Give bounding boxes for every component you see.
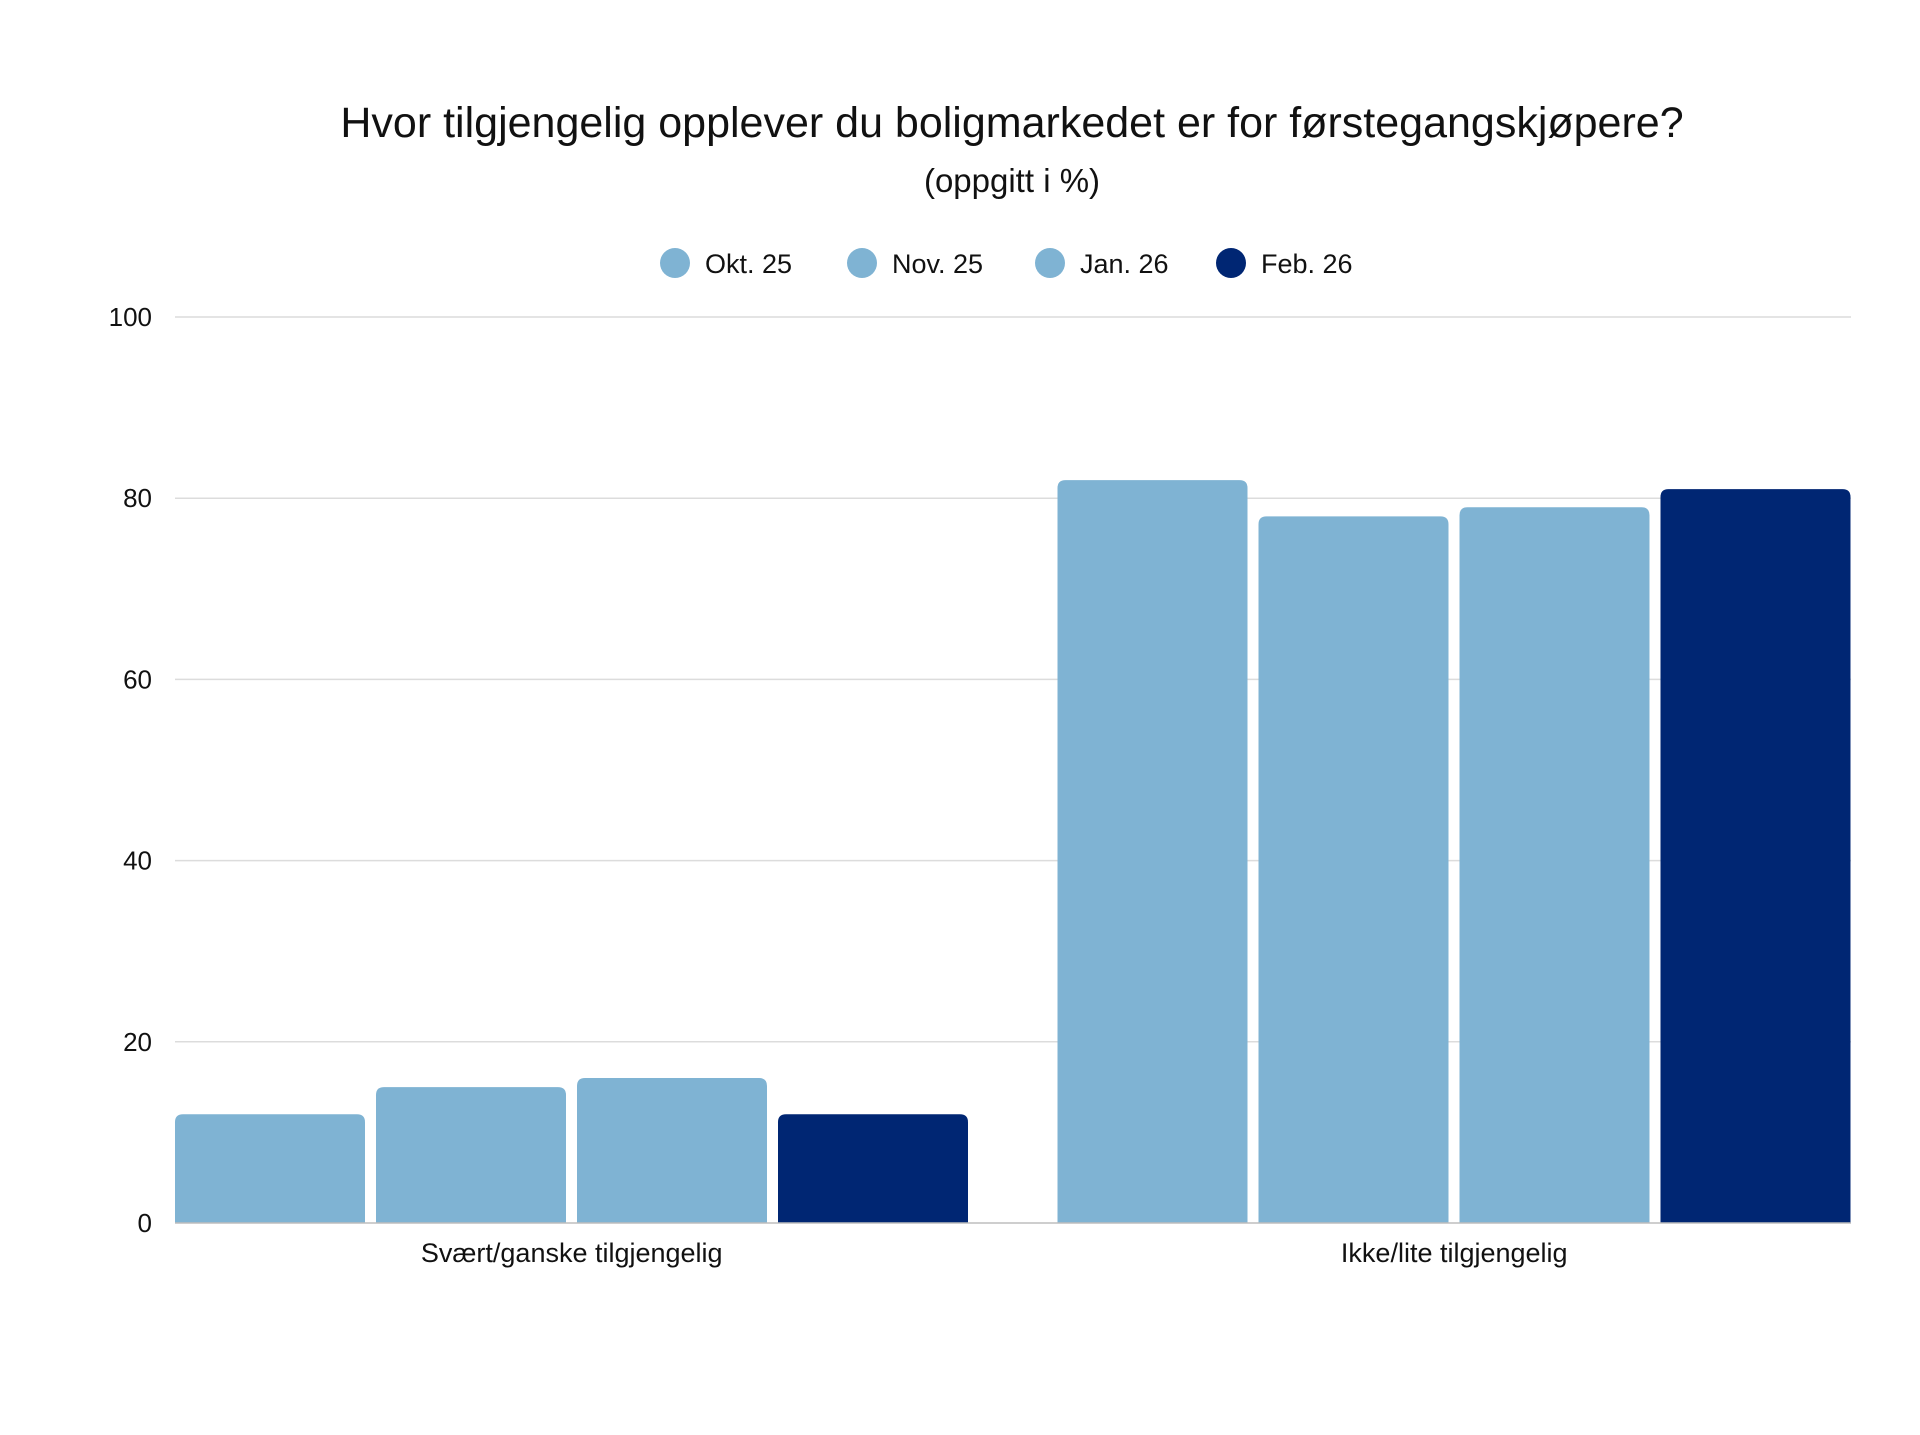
bar-okt-25-2: [1057, 480, 1248, 1224]
bar-feb-26-2: [1660, 489, 1851, 1223]
legend-swatch: [1216, 248, 1246, 278]
y-tick-label: 20: [123, 1027, 152, 1057]
bar-nov-25-1: [376, 1087, 566, 1223]
legend-label: Jan. 26: [1080, 249, 1169, 279]
legend-swatch: [847, 248, 877, 278]
chart-title: Hvor tilgjengelig opplever du boligmarke…: [340, 99, 1683, 147]
legend-item: Feb. 26: [1216, 248, 1353, 279]
bar-okt-25-1: [175, 1114, 365, 1223]
bar-jan-26-1: [577, 1078, 767, 1223]
legend-item: Nov. 25: [847, 248, 983, 279]
legend-label: Okt. 25: [705, 249, 792, 279]
axes: 0 20 40 60 80 100 Svært/ganske tilgjengelig Ikk…: [109, 302, 1851, 1268]
y-tick-label: 40: [123, 846, 152, 876]
legend-label: Feb. 26: [1261, 249, 1353, 279]
x-category-label: Svært/ganske tilgjengelig: [421, 1238, 723, 1268]
bars: [175, 480, 1851, 1224]
y-tick-label: 60: [123, 664, 152, 694]
legend-swatch: [660, 248, 690, 278]
legend-label: Nov. 25: [892, 249, 983, 279]
x-category-label: Ikke/lite tilgjengelig: [1341, 1238, 1568, 1268]
bar-feb-26-1: [778, 1114, 968, 1223]
y-tick-label: 0: [138, 1208, 152, 1238]
y-tick-label: 100: [109, 302, 152, 332]
bar-nov-25-2: [1258, 516, 1449, 1223]
chart-subtitle: (oppgitt i %): [924, 162, 1100, 199]
bar-jan-26-2: [1459, 507, 1650, 1223]
y-tick-label: 80: [123, 483, 152, 513]
legend-swatch: [1035, 248, 1065, 278]
legend: Okt. 25 Nov. 25 Jan. 26 Feb. 26: [660, 248, 1353, 279]
legend-item: Jan. 26: [1035, 248, 1169, 279]
legend-item: Okt. 25: [660, 248, 792, 279]
